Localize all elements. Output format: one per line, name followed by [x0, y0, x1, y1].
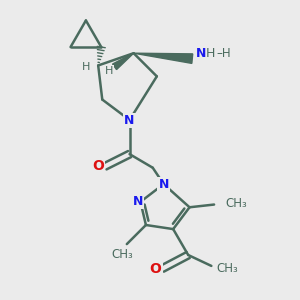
Polygon shape: [134, 53, 193, 63]
Text: H: H: [206, 47, 215, 60]
Text: CH₃: CH₃: [112, 248, 134, 262]
Text: CH₃: CH₃: [217, 262, 239, 275]
Text: N: N: [158, 178, 169, 190]
Text: N: N: [133, 195, 143, 208]
Polygon shape: [112, 53, 134, 70]
Text: O: O: [92, 159, 104, 173]
Text: N: N: [196, 47, 207, 60]
Text: H: H: [105, 66, 113, 76]
Text: O: O: [149, 262, 161, 276]
Text: CH₃: CH₃: [225, 197, 247, 210]
Text: N: N: [124, 113, 135, 127]
Text: –H: –H: [217, 47, 231, 60]
Text: H: H: [82, 62, 90, 72]
